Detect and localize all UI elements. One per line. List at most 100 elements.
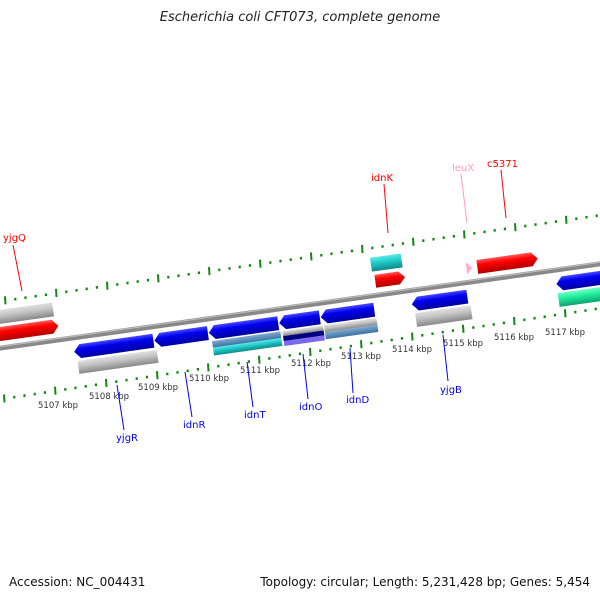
yjgB-gene[interactable] [411,289,469,312]
minor-tick [330,252,333,256]
minor-tick [23,394,26,397]
leuX-trna[interactable] [465,262,474,275]
minor-tick [492,323,495,326]
minor-tick [534,223,537,226]
minor-tick [84,385,87,388]
major-tick [462,324,465,333]
idnO-leader-line [302,353,309,400]
minor-tick [329,347,332,351]
minor-tick [339,346,342,349]
idnD-label[interactable]: idnD [346,395,369,406]
yjgR-gene[interactable] [73,333,155,359]
yjgB-label[interactable]: yjgB [440,385,462,396]
idnO-label[interactable]: idnO [299,402,322,413]
idnD-feature-a[interactable] [323,317,378,333]
idnR-label[interactable]: idnR [183,420,205,431]
major-tick [55,288,58,298]
idnT-gene[interactable] [208,316,280,340]
genome-backbone [0,253,600,359]
idnO-feature-a[interactable] [282,325,324,337]
major-tick [361,245,364,254]
minor-tick [237,361,240,365]
yjgR-label[interactable]: yjgR [116,433,138,444]
major-tick [4,296,7,305]
major-tick [3,394,6,403]
accession-text: Accession: NC_004431 [9,575,146,589]
minor-tick [146,278,149,282]
minor-tick [115,380,118,383]
yjgQ-gene[interactable] [0,319,59,342]
minor-tick [44,293,47,297]
minor-tick [135,377,138,380]
minor-tick [502,321,505,325]
major-tick [54,386,57,395]
scale-label: 5109 kbp [138,383,178,393]
minor-tick [472,326,475,329]
scale-label: 5113 kbp [341,352,381,362]
idnR-gene[interactable] [153,326,209,347]
c5371-gene[interactable] [476,252,538,274]
idnT-feature-b[interactable] [212,337,283,356]
minor-tick [422,239,425,242]
minor-tick [594,307,597,311]
idnT-label[interactable]: idnT [244,410,266,421]
scale-label: 5111 kbp [240,366,280,376]
minor-tick [503,227,506,231]
scale-label: 5114 kbp [392,345,432,355]
idnO-gene[interactable] [278,310,321,330]
idnR-leader-line [184,371,193,418]
scale-label: 5112 kbp [291,359,331,369]
idnK-gene-box[interactable] [369,253,403,272]
idnO-feature-b[interactable] [283,330,325,342]
minor-tick [33,392,36,396]
minor-tick [85,287,88,291]
idnK-label[interactable]: idnK [371,173,393,184]
yjgQ-label[interactable]: yjgQ [3,233,26,244]
minor-tick [279,259,282,263]
major-tick [156,371,159,380]
yjgB-gene-box[interactable] [415,305,473,327]
scale-label: 5117 kbp [545,328,585,338]
major-tick [463,230,466,239]
major-tick [564,309,567,318]
minor-tick [176,371,179,374]
scale-label: 5108 kbp [89,392,129,402]
major-tick [309,347,312,357]
minor-tick [584,309,587,312]
yjgQ-gene-box[interactable] [0,302,55,326]
leuX-leader-line [460,173,468,224]
scale-label: 5110 kbp [189,374,229,384]
idnO-feature-c[interactable] [283,335,326,347]
scale-ticks [3,214,598,403]
major-tick [411,332,414,341]
right-gene-box[interactable] [557,284,600,307]
minor-tick [452,234,455,238]
minor-tick [544,221,547,225]
minor-tick [125,378,128,382]
idnT-feature-a[interactable] [212,331,282,349]
minor-tick [381,245,384,248]
map-title: Escherichia coli CFT073, complete genome [159,10,441,25]
minor-tick [167,275,170,279]
minor-tick [116,283,119,286]
leuX-label[interactable]: leuX [452,163,474,174]
major-tick [565,215,568,224]
major-tick [412,237,415,246]
idnD-feature-b[interactable] [324,324,379,340]
minor-tick [390,338,393,342]
yjgR-gene-box[interactable] [77,349,159,374]
idnK-gene[interactable] [374,271,406,288]
minor-tick [320,253,323,257]
minor-tick [340,251,343,254]
right-gene[interactable] [555,268,600,291]
idnD-gene[interactable] [320,302,376,324]
gene-labels: yjgQ idnK leuX c5371 yjgR idnR idnT idnO idnD yjg… [3,159,518,444]
minor-tick [523,318,526,322]
c5371-leader-line [500,169,507,219]
c5371-label[interactable]: c5371 [487,159,518,170]
minor-tick [217,364,220,368]
major-tick [106,281,109,290]
minor-tick [524,224,527,228]
minor-tick [95,286,98,289]
minor-tick [228,267,231,270]
